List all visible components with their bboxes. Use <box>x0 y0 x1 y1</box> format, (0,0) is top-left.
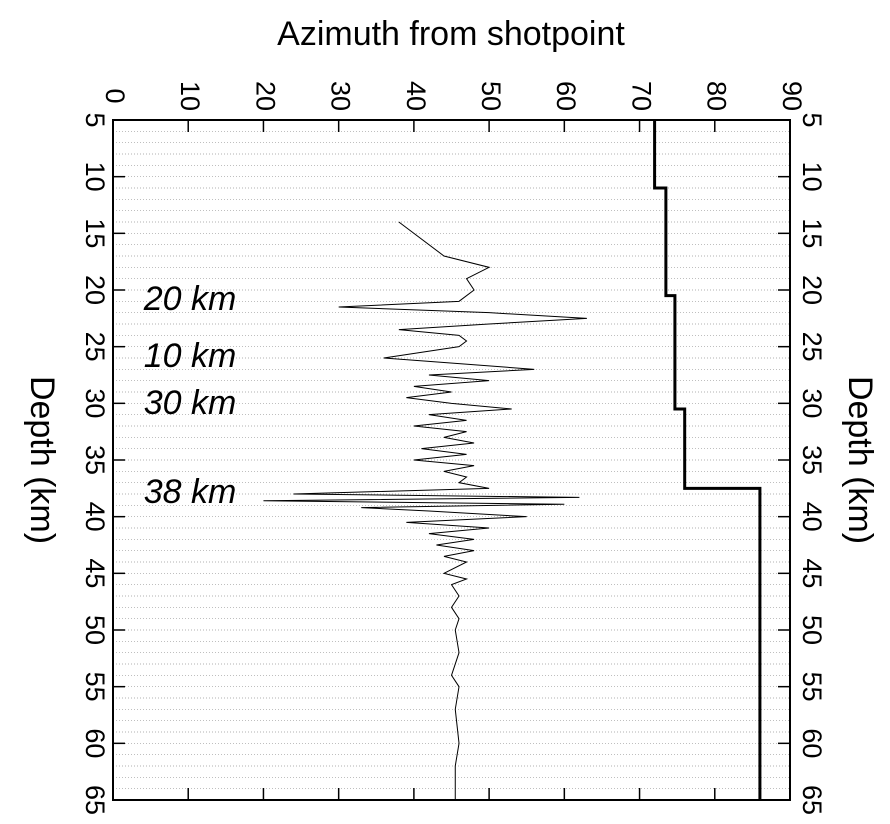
y-tick-label: 45 <box>80 558 110 588</box>
annotation: 30 km <box>144 384 237 422</box>
y-tick-label-right: 40 <box>797 502 827 532</box>
annotation: 38 km <box>144 473 237 511</box>
y-tick-label-right: 30 <box>797 388 827 418</box>
y-tick-label: 5 <box>80 112 110 127</box>
y-tick-label: 60 <box>80 728 110 758</box>
chart-title: Azimuth from shotpoint <box>277 15 625 53</box>
y-tick-label: 20 <box>80 275 110 305</box>
y-tick-label-right: 60 <box>797 728 827 758</box>
y-tick-label: 15 <box>80 218 110 248</box>
y-tick-label: 65 <box>80 785 110 815</box>
y-axis-label: Depth (km) <box>23 376 61 544</box>
data-line <box>263 221 587 800</box>
y-tick-label-right: 50 <box>797 615 827 645</box>
x-tick-label: 90 <box>777 81 807 111</box>
x-tick-label: 80 <box>702 81 732 111</box>
y-tick-label: 35 <box>80 445 110 475</box>
y-tick-label: 10 <box>80 162 110 192</box>
y-tick-label-right: 45 <box>797 558 827 588</box>
y-tick-label: 50 <box>80 615 110 645</box>
x-tick-label: 40 <box>401 81 431 111</box>
y-tick-label: 55 <box>80 672 110 702</box>
x-tick-label: 50 <box>476 81 506 111</box>
y-tick-label-right: 15 <box>797 218 827 248</box>
y-axis-label-right: Depth (km) <box>841 376 879 544</box>
y-tick-label-right: 20 <box>797 275 827 305</box>
y-tick-label-right: 5 <box>797 112 827 127</box>
y-tick-label-right: 55 <box>797 672 827 702</box>
x-tick-label: 10 <box>175 81 205 111</box>
y-tick-label: 25 <box>80 332 110 362</box>
y-tick-label: 30 <box>80 388 110 418</box>
plot-frame <box>112 119 791 801</box>
x-tick-label: 20 <box>250 81 280 111</box>
y-tick-label-right: 65 <box>797 785 827 815</box>
x-tick-label: 60 <box>551 81 581 111</box>
annotation: 10 km <box>144 337 237 375</box>
y-tick-label-right: 10 <box>797 162 827 192</box>
y-tick-label: 40 <box>80 502 110 532</box>
data-line <box>653 120 762 800</box>
x-tick-label: 70 <box>626 81 656 111</box>
x-tick-label: 0 <box>100 88 130 103</box>
annotation: 20 km <box>143 280 237 318</box>
y-tick-label-right: 25 <box>797 332 827 362</box>
y-tick-label-right: 35 <box>797 445 827 475</box>
x-tick-label: 30 <box>326 81 356 111</box>
